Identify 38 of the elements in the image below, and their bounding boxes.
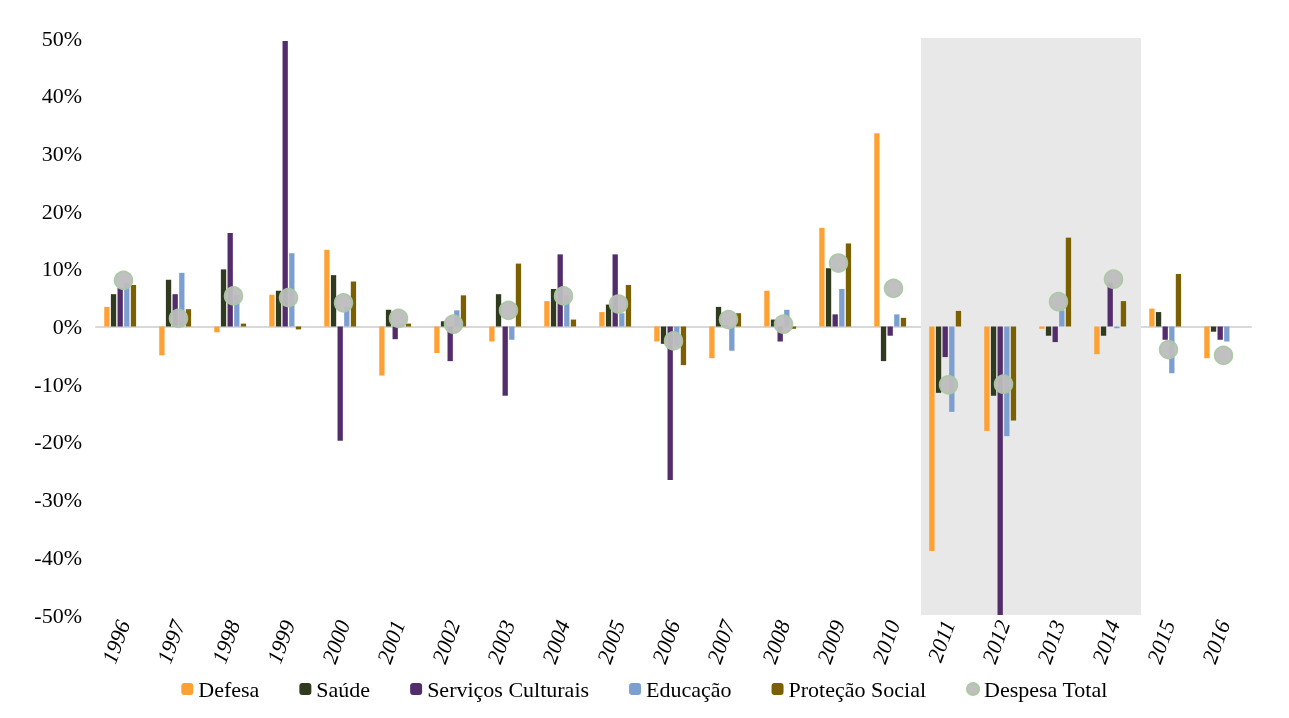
x-tick-label: 1996 bbox=[96, 616, 136, 667]
x-tick-label: 2009 bbox=[811, 616, 851, 667]
legend-label: Educação bbox=[646, 676, 732, 702]
x-tick-label: 2005 bbox=[591, 616, 631, 667]
x-tick-label: 1999 bbox=[261, 616, 301, 667]
y-tick-label: -10% bbox=[34, 371, 82, 397]
y-tick-label: 0% bbox=[52, 314, 82, 339]
legend-label: Proteção Social bbox=[788, 676, 927, 702]
x-tick-label: 2004 bbox=[536, 616, 576, 667]
x-tick-label: 2012 bbox=[976, 616, 1016, 667]
y-tick-label: -20% bbox=[34, 429, 82, 455]
x-tick-label: 2006 bbox=[646, 616, 686, 667]
x-tick-label: 2003 bbox=[481, 616, 521, 667]
x-tick-label: 2002 bbox=[426, 616, 466, 667]
y-tick-label: -30% bbox=[34, 487, 82, 513]
x-tick-label: 2016 bbox=[1196, 616, 1236, 667]
y-tick-label: 20% bbox=[41, 198, 82, 224]
x-tick-label: 1998 bbox=[206, 616, 246, 667]
x-tick-label: 2013 bbox=[1031, 616, 1071, 667]
y-tick-label: 40% bbox=[41, 83, 82, 109]
legend-label: Defesa bbox=[198, 676, 260, 702]
x-tick-label: 1997 bbox=[151, 615, 191, 667]
x-tick-label: 2007 bbox=[701, 615, 741, 667]
y-tick-label: -40% bbox=[34, 544, 82, 570]
legend-label: Saúde bbox=[316, 676, 371, 702]
x-tick-label: 2015 bbox=[1141, 616, 1181, 667]
y-tick-label: -50% bbox=[34, 602, 82, 628]
x-tick-label: 2001 bbox=[371, 616, 411, 667]
legend-label: Serviços Culturais bbox=[427, 676, 590, 702]
x-tick-label: 2000 bbox=[316, 616, 356, 667]
y-tick-label: 10% bbox=[41, 256, 82, 282]
x-tick-label: 2010 bbox=[866, 616, 906, 667]
x-tick-label: 2011 bbox=[922, 616, 961, 666]
y-tick-label: 30% bbox=[41, 140, 82, 166]
legend-label: Despesa Total bbox=[984, 676, 1108, 702]
y-tick-label: 50% bbox=[41, 25, 82, 51]
x-tick-label: 2008 bbox=[756, 616, 796, 667]
x-tick-label: 2014 bbox=[1086, 616, 1126, 667]
